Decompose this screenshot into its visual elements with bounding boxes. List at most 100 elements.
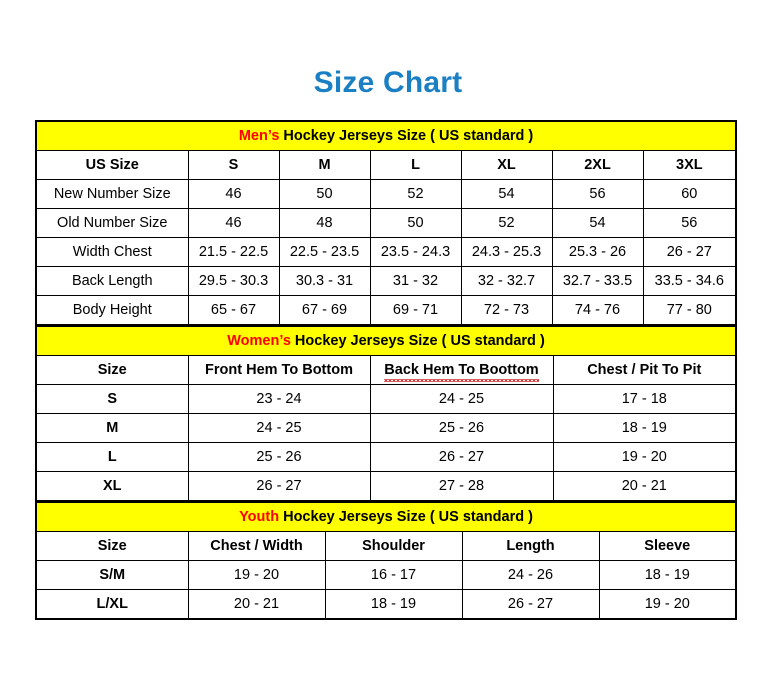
size-chart-tables: Men’s Hockey Jerseys Size ( US standard … [35,120,738,620]
womens-row-0-label: S [35,384,189,414]
womens-size-table: Women’s Hockey Jerseys Size ( US standar… [35,326,738,502]
mens-col-1: S [187,150,280,180]
mens-row-4-val-3: 72 - 73 [460,295,553,326]
mens-row-1-val-4: 54 [551,208,644,238]
mens-row-4-val-2: 69 - 71 [369,295,462,326]
page-title: Size Chart [313,66,463,99]
mens-row-3-val-3: 32 - 32.7 [460,266,553,296]
womens-banner-highlight: Women’s [227,332,291,349]
womens-row-1-val-2: 18 - 19 [552,413,737,443]
table-row: S/M 19 - 20 16 - 17 24 - 26 18 - 19 [35,560,737,590]
womens-row-3-label: XL [35,471,189,502]
mens-row-3-val-5: 33.5 - 34.6 [642,266,737,296]
youth-col-0: Size [35,531,189,561]
womens-row-3-val-0: 26 - 27 [187,471,371,502]
mens-row-2-val-4: 25.3 - 26 [551,237,644,267]
youth-col-1: Chest / Width [187,531,326,561]
mens-row-0-val-2: 52 [369,179,462,209]
table-row: S 23 - 24 24 - 25 17 - 18 [35,384,737,414]
youth-row-0-val-2: 24 - 26 [461,560,600,590]
mens-row-1-val-1: 48 [278,208,371,238]
table-row: L/XL 20 - 21 18 - 19 26 - 27 19 - 20 [35,589,737,620]
womens-col-0: Size [35,355,189,385]
womens-banner-row: Women’s Hockey Jerseys Size ( US standar… [35,326,737,356]
table-row: Back Length 29.5 - 30.3 30.3 - 31 31 - 3… [35,266,737,296]
mens-row-2-val-1: 22.5 - 23.5 [278,237,371,267]
mens-row-4-val-4: 74 - 76 [551,295,644,326]
youth-row-0-label: S/M [35,560,189,590]
youth-banner-row: Youth Hockey Jerseys Size ( US standard … [35,502,737,532]
mens-row-0-val-5: 60 [642,179,737,209]
mens-banner-rest: Hockey Jerseys Size ( US standard ) [279,127,534,144]
womens-row-0-val-0: 23 - 24 [187,384,371,414]
mens-row-0-val-4: 56 [551,179,644,209]
youth-size-table: Youth Hockey Jerseys Size ( US standard … [35,502,738,620]
youth-row-1-label: L/XL [35,589,189,620]
mens-size-table: Men’s Hockey Jerseys Size ( US standard … [35,120,738,326]
womens-col-2: Back Hem To Boottom [369,355,554,385]
youth-row-0-val-1: 16 - 17 [324,560,463,590]
mens-banner-row: Men’s Hockey Jerseys Size ( US standard … [35,120,737,151]
womens-col-3: Chest / Pit To Pit [552,355,737,385]
table-row: Old Number Size 46 48 50 52 54 56 [35,208,737,238]
mens-row-4-val-0: 65 - 67 [187,295,280,326]
womens-row-2-val-0: 25 - 26 [187,442,371,472]
table-row: New Number Size 46 50 52 54 56 60 [35,179,737,209]
womens-row-2-val-2: 19 - 20 [552,442,737,472]
mens-row-4-label: Body Height [35,295,189,326]
mens-row-0-label: New Number Size [35,179,189,209]
youth-row-0-val-0: 19 - 20 [187,560,326,590]
table-row: Body Height 65 - 67 67 - 69 69 - 71 72 -… [35,295,737,326]
mens-row-3-val-0: 29.5 - 30.3 [187,266,280,296]
youth-col-4: Sleeve [598,531,737,561]
mens-col-4: XL [460,150,553,180]
mens-row-3-val-1: 30.3 - 31 [278,266,371,296]
womens-row-1-label: M [35,413,189,443]
mens-col-3: L [369,150,462,180]
mens-row-0-val-3: 54 [460,179,553,209]
mens-row-2-val-2: 23.5 - 24.3 [369,237,462,267]
womens-row-2-label: L [35,442,189,472]
youth-banner-rest: Hockey Jerseys Size ( US standard ) [279,508,533,525]
womens-row-1-val-1: 25 - 26 [369,413,554,443]
youth-row-1-val-1: 18 - 19 [324,589,463,620]
mens-column-header-row: US Size S M L XL 2XL 3XL [35,150,737,180]
womens-row-0-val-2: 17 - 18 [552,384,737,414]
womens-banner-rest: Hockey Jerseys Size ( US standard ) [290,332,545,349]
table-row: L 25 - 26 26 - 27 19 - 20 [35,442,737,472]
mens-row-1-val-2: 50 [369,208,462,238]
mens-row-0-val-0: 46 [187,179,280,209]
mens-row-4-val-1: 67 - 69 [278,295,371,326]
youth-row-1-val-3: 19 - 20 [598,589,737,620]
womens-row-3-val-1: 27 - 28 [369,471,554,502]
mens-row-1-val-3: 52 [460,208,553,238]
mens-col-6: 3XL [642,150,737,180]
mens-banner-highlight: Men’s [238,127,280,144]
youth-col-2: Shoulder [324,531,463,561]
youth-col-3: Length [461,531,600,561]
womens-row-3-val-2: 20 - 21 [552,471,737,502]
mens-row-1-val-5: 56 [642,208,737,238]
womens-column-header-row: Size Front Hem To Bottom Back Hem To Boo… [35,355,737,385]
womens-row-2-val-1: 26 - 27 [369,442,554,472]
youth-section-banner: Youth Hockey Jerseys Size ( US standard … [35,502,737,532]
youth-row-1-val-2: 26 - 27 [461,589,600,620]
mens-row-0-val-1: 50 [278,179,371,209]
youth-row-1-val-0: 20 - 21 [187,589,326,620]
mens-row-4-val-5: 77 - 80 [642,295,737,326]
mens-row-2-label: Width Chest [35,237,189,267]
mens-row-2-val-3: 24.3 - 25.3 [460,237,553,267]
mens-col-0: US Size [35,150,189,180]
table-row: Width Chest 21.5 - 22.5 22.5 - 23.5 23.5… [35,237,737,267]
mens-row-2-val-5: 26 - 27 [642,237,737,267]
womens-row-1-val-0: 24 - 25 [187,413,371,443]
mens-row-3-label: Back Length [35,266,189,296]
mens-section-banner: Men’s Hockey Jerseys Size ( US standard … [35,120,737,151]
mens-row-2-val-0: 21.5 - 22.5 [187,237,280,267]
mens-row-3-val-2: 31 - 32 [369,266,462,296]
womens-col-1: Front Hem To Bottom [187,355,371,385]
mens-col-5: 2XL [551,150,644,180]
mens-col-2: M [278,150,371,180]
youth-column-header-row: Size Chest / Width Shoulder Length Sleev… [35,531,737,561]
